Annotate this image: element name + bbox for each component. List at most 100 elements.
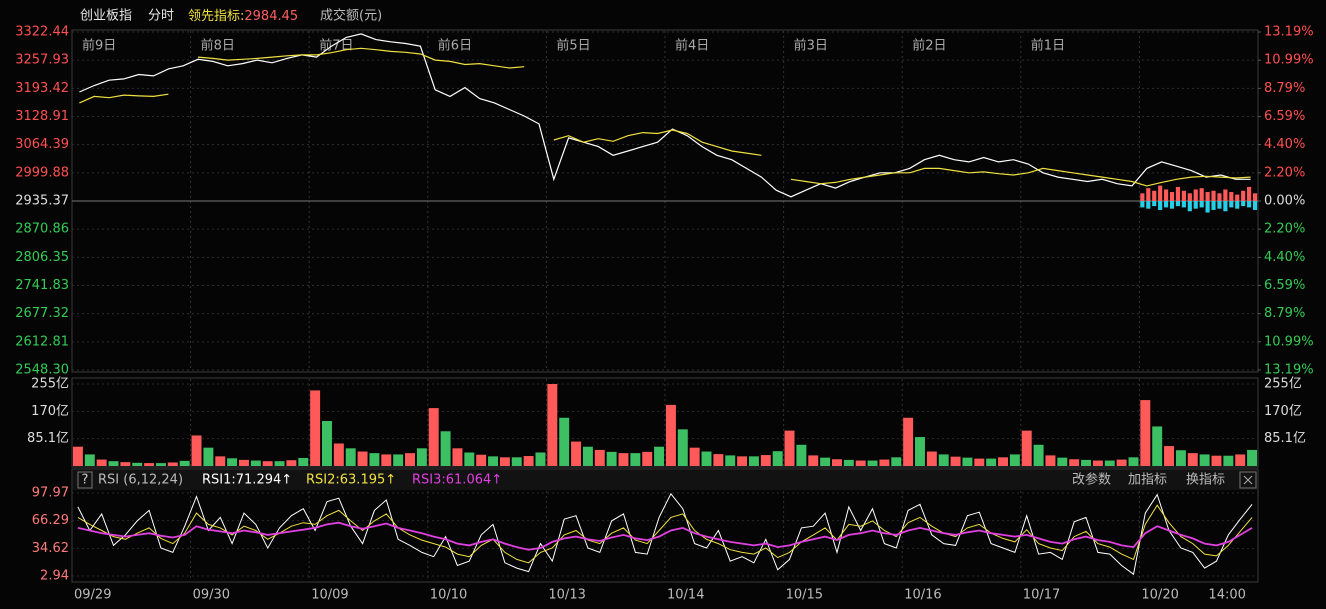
- strength-bar: [1241, 201, 1246, 207]
- volume-bar: [179, 460, 190, 466]
- strength-bar: [1193, 189, 1198, 201]
- rsi-header-bar: [73, 470, 1257, 490]
- volume-bar: [274, 461, 285, 466]
- volume-bar: [1152, 426, 1163, 466]
- volume-bar: [725, 455, 736, 466]
- y-tick-label: 2612.81: [15, 334, 69, 349]
- strength-bar: [1140, 201, 1145, 208]
- day-label: 前5日: [556, 38, 590, 54]
- series-line: [77, 492, 1253, 576]
- y-tick-label: 3193.42: [15, 81, 69, 96]
- strength-bar: [1158, 201, 1163, 210]
- y-tick-label: 2870.86: [15, 222, 69, 237]
- volume-bar: [322, 420, 332, 466]
- volume-bar: [1092, 460, 1103, 466]
- y-tick-label: 170亿: [31, 404, 69, 419]
- button[interactable]: 换指标: [1186, 473, 1225, 488]
- series-line: [79, 33, 1251, 198]
- volume-bar: [1045, 455, 1056, 466]
- strength-bar: [1152, 190, 1157, 201]
- volume-bar: [962, 457, 973, 466]
- strength-bar: [1247, 201, 1252, 208]
- button[interactable]: 改参数: [1072, 472, 1111, 488]
- strength-bar: [1235, 201, 1240, 209]
- y-tick-label: 2677.32: [15, 306, 69, 321]
- day-label: 前9日: [82, 38, 116, 54]
- volume-bar: [144, 463, 155, 466]
- volume-bar: [155, 463, 166, 466]
- volume-bar: [440, 431, 451, 466]
- y2-tick-label: 4.40%: [1264, 137, 1305, 152]
- volume-bar: [1187, 453, 1198, 466]
- volume-bar: [416, 448, 427, 466]
- volume-bar: [1247, 449, 1258, 466]
- volume-bar: [760, 455, 771, 466]
- volume-bar: [488, 456, 499, 466]
- day-label: 前3日: [794, 38, 828, 54]
- button[interactable]: 加指标: [1128, 473, 1167, 488]
- strength-bar: [1199, 201, 1204, 208]
- volume-bar: [950, 456, 961, 466]
- strength-bar: [1169, 201, 1175, 209]
- volume-bar: [1081, 459, 1092, 466]
- y-tick-label: 2806.35: [15, 250, 69, 265]
- y-tick-label: 34.62: [32, 541, 69, 556]
- strength-bar: [1229, 192, 1234, 201]
- y-tick-label: 2548.30: [15, 363, 69, 378]
- volume-bar: [108, 461, 119, 466]
- volume-bar: [713, 454, 724, 466]
- help-box[interactable]: [77, 471, 93, 489]
- strength-bar: [1199, 188, 1204, 201]
- volume-bar: [511, 457, 522, 466]
- volume-bar: [974, 458, 985, 466]
- y2-tick-label: 8.79%: [1264, 306, 1305, 321]
- volume-bar: [428, 408, 439, 466]
- strength-bar: [1187, 201, 1192, 212]
- strength-bar: [1241, 190, 1246, 201]
- volume-bar: [879, 459, 890, 466]
- x-tick-label: 10/15: [786, 588, 823, 603]
- volume-bar: [1175, 450, 1186, 466]
- strength-bar: [1193, 201, 1198, 209]
- x-tick-label: 10/10: [430, 588, 467, 603]
- y-tick-label: 66.29: [32, 513, 69, 528]
- strength-bar: [1158, 185, 1163, 201]
- volume-bar: [345, 448, 356, 466]
- volume-bar: [1223, 455, 1234, 466]
- volume-bar: [938, 454, 949, 466]
- help[interactable]: ?: [82, 473, 89, 488]
- volume-bar: [796, 444, 807, 466]
- strength-bar: [1181, 201, 1186, 208]
- volume-bar: [393, 454, 404, 466]
- volume-bar: [737, 456, 748, 466]
- volume-bar: [772, 451, 783, 466]
- strength-bar: [1152, 201, 1157, 207]
- y-tick-label: 2.94: [40, 569, 69, 584]
- amount-label: 成交额(元): [320, 8, 382, 24]
- y2-tick-label: 85.1亿: [1264, 431, 1306, 446]
- close-icon[interactable]: [1243, 475, 1253, 485]
- volume-bar: [903, 417, 914, 466]
- volume-bar: [1211, 455, 1222, 466]
- close-box[interactable]: [1239, 471, 1257, 489]
- volume-bar: [215, 456, 226, 466]
- volume-bar: [1033, 444, 1044, 466]
- day-label: 前8日: [201, 38, 235, 54]
- volume-bar: [1164, 446, 1175, 466]
- volume-bar: [559, 417, 570, 466]
- strength-bar: [1211, 201, 1216, 210]
- volume-bar: [167, 462, 178, 466]
- x-tick-label: 10/17: [1023, 588, 1060, 603]
- volume-bar: [677, 429, 688, 466]
- leading-label: 领先指标:: [188, 9, 244, 24]
- volume-bar: [191, 435, 202, 466]
- volume-bar: [1128, 457, 1139, 466]
- volume-bar: [1104, 460, 1115, 466]
- volume-bar: [701, 451, 712, 466]
- strength-bar: [1235, 194, 1240, 201]
- volume-bar: [926, 451, 937, 466]
- volume-bar: [843, 459, 854, 466]
